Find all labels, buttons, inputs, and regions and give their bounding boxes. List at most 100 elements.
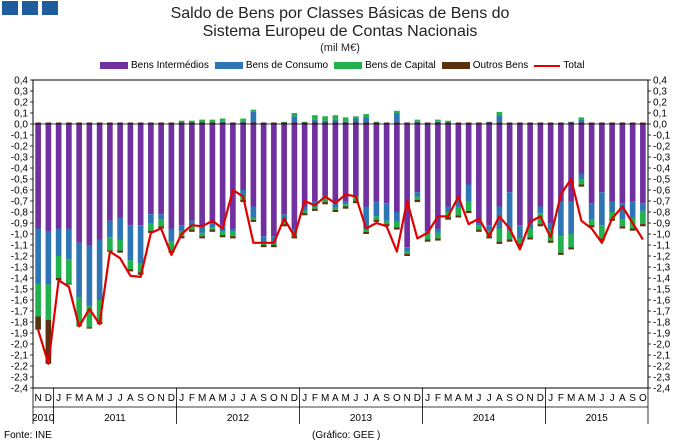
legend-swatch-intermedios — [100, 62, 128, 69]
logo-block-3 — [42, 1, 58, 15]
y-tick-label-right: -0,8 — [653, 208, 671, 219]
bar-segment-bens-de-capital — [250, 217, 257, 220]
bar-segment-bens-de-consumo — [558, 201, 564, 237]
bar-segment-positive — [353, 118, 359, 124]
bar-segment-positive — [496, 115, 503, 124]
bar-segment-outros-top — [178, 122, 185, 124]
bar-segment-bens-interm-dios — [373, 124, 380, 201]
bar-segment-bens-de-consumo — [404, 247, 410, 252]
bar-segment-outros-top — [609, 122, 615, 124]
bar-segment-bens-interm-dios — [342, 124, 349, 201]
plot-frame — [32, 79, 649, 389]
bar-segment-outros-bens — [230, 236, 236, 239]
x-month-label: A — [496, 393, 503, 404]
logo-block-2 — [22, 1, 38, 15]
x-month-label: A — [209, 393, 216, 404]
x-month-label: J — [610, 393, 615, 404]
bar-segment-bens-de-consumo — [342, 201, 349, 205]
bar-segment-bens-interm-dios — [240, 124, 246, 190]
bar-segment-bens-de-consumo — [199, 225, 205, 233]
bar-segment-bens-de-capital — [476, 225, 482, 230]
bar-segment-bens-interm-dios — [96, 124, 103, 240]
y-tick-label-left: -1,7 — [11, 307, 29, 318]
bar-segment-bens-de-capital — [640, 210, 646, 225]
y-tick-label-left: -1,6 — [11, 296, 29, 307]
bar-segment-bens-de-consumo — [394, 212, 400, 222]
y-tick-label-right: 0,1 — [653, 109, 667, 120]
x-month-label: N — [281, 393, 288, 404]
y-tick-label-left: -1,1 — [11, 241, 29, 252]
bar-segment-bens-interm-dios — [76, 124, 82, 243]
y-tick-label-left: 0,2 — [14, 98, 28, 109]
bar-segment-positive — [312, 119, 318, 124]
bar-segment-bens-de-capital — [45, 284, 52, 320]
y-tick-label-right: -0,3 — [653, 153, 671, 164]
x-month-label: S — [506, 393, 513, 404]
x-month-label: A — [86, 393, 93, 404]
bar-segment-outros-bens — [455, 215, 462, 218]
bar-segment-outros-bens — [599, 238, 605, 241]
bar-segment-outros-top — [250, 122, 257, 124]
bar-segment-outros-bens — [588, 225, 595, 228]
bar-segment-bens-de-capital — [558, 236, 564, 253]
bar-segment-outros-top — [578, 122, 585, 124]
bar-segment-outros-bens — [219, 235, 226, 238]
bar-segment-bens-de-capital — [199, 232, 205, 237]
y-tick-label-left: -2,2 — [11, 362, 29, 373]
y-tick-label-left: -2,1 — [11, 351, 29, 362]
bar-segment-positive — [291, 116, 298, 124]
y-tick-label-right: -2,3 — [653, 373, 671, 384]
credit-note: (Gráfico: GEE ) — [312, 430, 381, 441]
bar-segment-bens-de-consumo — [506, 192, 513, 231]
bar-segment-outros-bens — [619, 226, 626, 229]
bar-segment-bens-interm-dios — [629, 124, 636, 201]
x-month-label: A — [578, 393, 585, 404]
bar-segment-bens-interm-dios — [281, 124, 287, 215]
bar-segment-bens-de-consumo — [414, 192, 421, 197]
y-tick-label-left: -2,3 — [11, 373, 29, 384]
bar-segment-outros-bens — [291, 236, 298, 239]
bar-segment-outros-top — [189, 122, 195, 124]
x-month-label: J — [230, 393, 235, 404]
bar-segment-positive — [312, 115, 318, 120]
bar-segment-bens-interm-dios — [404, 124, 410, 248]
bar-segment-outros-bens — [476, 229, 482, 232]
bar-segment-outros-bens — [250, 219, 257, 222]
bar-segment-positive — [496, 111, 503, 116]
bar-segment-outros-bens — [527, 237, 533, 240]
bar-segment-bens-interm-dios — [537, 124, 544, 207]
bar-segment-bens-de-capital — [312, 206, 318, 209]
x-month-label: M — [341, 393, 349, 404]
bar-segment-bens-de-capital — [517, 238, 523, 244]
x-month-label: F — [558, 393, 564, 404]
bar-segment-bens-de-consumo — [250, 206, 257, 218]
x-month-label: A — [127, 393, 134, 404]
bar-segment-bens-interm-dios — [353, 124, 359, 196]
bar-segment-outros-bens — [496, 241, 503, 244]
bar-segment-bens-de-capital — [322, 198, 328, 203]
x-month-label: O — [270, 393, 278, 404]
bar-segment-outros-bens — [168, 250, 175, 253]
bar-segment-outros-bens — [178, 236, 185, 239]
bar-segment-bens-de-capital — [414, 196, 421, 200]
x-month-label: M — [587, 393, 595, 404]
bar-segment-outros-bens — [424, 239, 431, 242]
bar-segment-outros-top — [127, 122, 134, 124]
bar-segment-bens-interm-dios — [465, 124, 472, 185]
x-month-label: M — [321, 393, 329, 404]
y-tick-label-left: -1,4 — [11, 274, 29, 285]
bar-segment-bens-de-capital — [107, 237, 113, 251]
bar-segment-bens-de-consumo — [55, 228, 62, 256]
unit-label: (mil M€) — [320, 42, 360, 54]
bar-segment-outros-top — [137, 122, 144, 124]
bar-segment-bens-de-capital — [506, 230, 513, 240]
legend-item-intermedios: Bens Intermédios — [100, 60, 209, 71]
bar-segment-outros-top — [342, 122, 349, 124]
bar-segment-outros-bens — [189, 229, 195, 232]
x-month-label: O — [393, 393, 401, 404]
y-tick-label-right: -1,0 — [653, 230, 671, 241]
bar-segment-positive — [332, 119, 339, 124]
bar-segment-outros-top — [629, 122, 636, 124]
bar-segment-outros-bens — [506, 239, 513, 242]
x-month-label: S — [260, 393, 267, 404]
